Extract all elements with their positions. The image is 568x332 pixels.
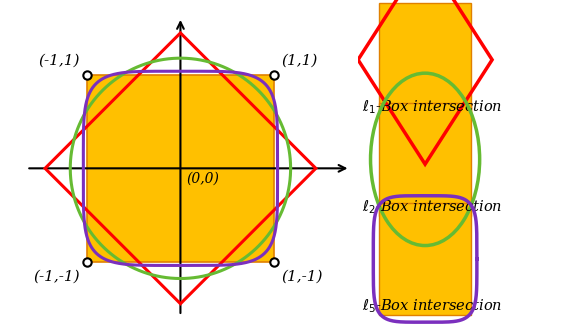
Bar [379,203,471,315]
Text: (-1,1): (-1,1) [38,53,80,67]
Text: (0,0): (0,0) [186,171,219,185]
Text: (1,1): (1,1) [281,53,318,67]
Text: $\ell_1$-Box intersection: $\ell_1$-Box intersection [362,99,502,116]
Text: (1,-1): (1,-1) [281,269,323,283]
Text: $\ell_2$-Box intersection: $\ell_2$-Box intersection [362,198,502,216]
Text: (-1,-1): (-1,-1) [33,269,80,283]
Bar [87,75,274,262]
Text: $\ell_5$-Box intersection: $\ell_5$-Box intersection [362,298,502,315]
Bar [379,103,471,216]
Bar [379,3,471,116]
